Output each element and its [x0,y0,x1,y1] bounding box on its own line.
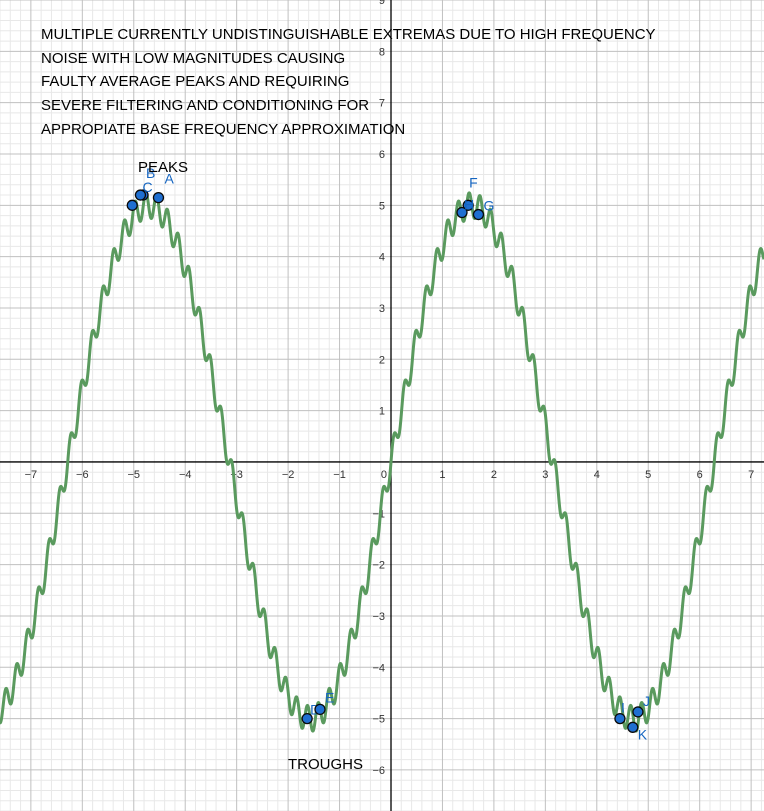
y-tick-label: −2 [372,560,385,572]
point-k[interactable] [627,721,639,733]
point-label-k: K [638,726,648,742]
y-tick-label: −5 [372,714,385,726]
y-tick-label: −4 [372,662,385,674]
x-tick-label: −4 [179,469,192,481]
point-d[interactable] [301,712,313,725]
point-label-i: I [621,700,625,716]
x-tick-label: 5 [645,469,651,481]
header-line-1: MULTIPLE CURRENTLY UNDISTINGUISHABLE EXT… [41,26,656,43]
y-tick-label: 5 [379,200,385,212]
x-tick-label: 1 [439,469,445,481]
point-label-f: F [469,174,478,190]
x-tick-label: 4 [594,469,600,481]
y-tick-label: 9 [379,0,385,7]
x-tick-label: 7 [748,469,754,481]
point-g[interactable] [472,208,485,221]
points-group: ABCDEFHGIJK [126,165,650,742]
y-tick-label: 8 [379,46,385,58]
y-tick-label: 1 [379,406,385,418]
point-label-h: H [464,197,474,213]
point-a[interactable] [152,191,165,204]
troughs-label: TROUGHS [288,756,363,773]
point-label-g: G [483,198,494,214]
tick-labels: −7 −6 −5 −4 −3 −2 −1 0 1 2 3 4 5 6 7−6−5−4−3−2−1123456… [25,0,755,777]
header-line-5: APPROPIATE BASE FREQUENCY APPROXIMATION [41,121,405,138]
point-h[interactable] [456,206,468,219]
x-tick-label: −2 [282,469,295,481]
point-i[interactable] [614,712,626,725]
point-label-a: A [164,171,174,187]
y-tick-label: 2 [379,354,385,366]
header-line-4: SEVERE FILTERING AND CONDITIONING FOR [41,97,369,114]
y-tick-label: −3 [372,611,385,623]
point-j[interactable] [632,706,644,718]
point-label-e: E [325,689,334,705]
y-tick-label: 7 [379,98,385,110]
x-tick-label: −7 [25,469,38,481]
y-tick-label: 3 [379,303,385,315]
point-unlabeled[interactable] [126,199,138,211]
x-tick-label: 3 [542,469,548,481]
point-label-c: C [142,179,152,195]
peaks-label: PEAKS [138,159,188,176]
y-tick-label: 6 [379,149,385,161]
x-tick-label: 2 [491,469,497,481]
point-label-j: J [643,693,650,709]
point-label-b: B [146,165,155,181]
x-tick-label: −6 [76,469,89,481]
point-f[interactable] [462,199,474,211]
header-line-3: FAULTY AVERAGE PEAKS AND REQUIRING [41,73,349,90]
header-annotation: MULTIPLE CURRENTLY UNDISTINGUISHABLE EXT… [41,26,656,138]
header-line-2: NOISE WITH LOW MAGNITUDES CAUSING [41,50,345,67]
x-tick-label: −1 [333,469,346,481]
x-tick-label: 6 [697,469,703,481]
point-e[interactable] [314,703,326,716]
x-tick-label: −5 [127,469,140,481]
y-tick-label: 4 [379,252,385,264]
x-tick-label: 0 [381,469,387,481]
point-c[interactable] [134,189,147,201]
y-tick-label: −6 [372,765,385,777]
